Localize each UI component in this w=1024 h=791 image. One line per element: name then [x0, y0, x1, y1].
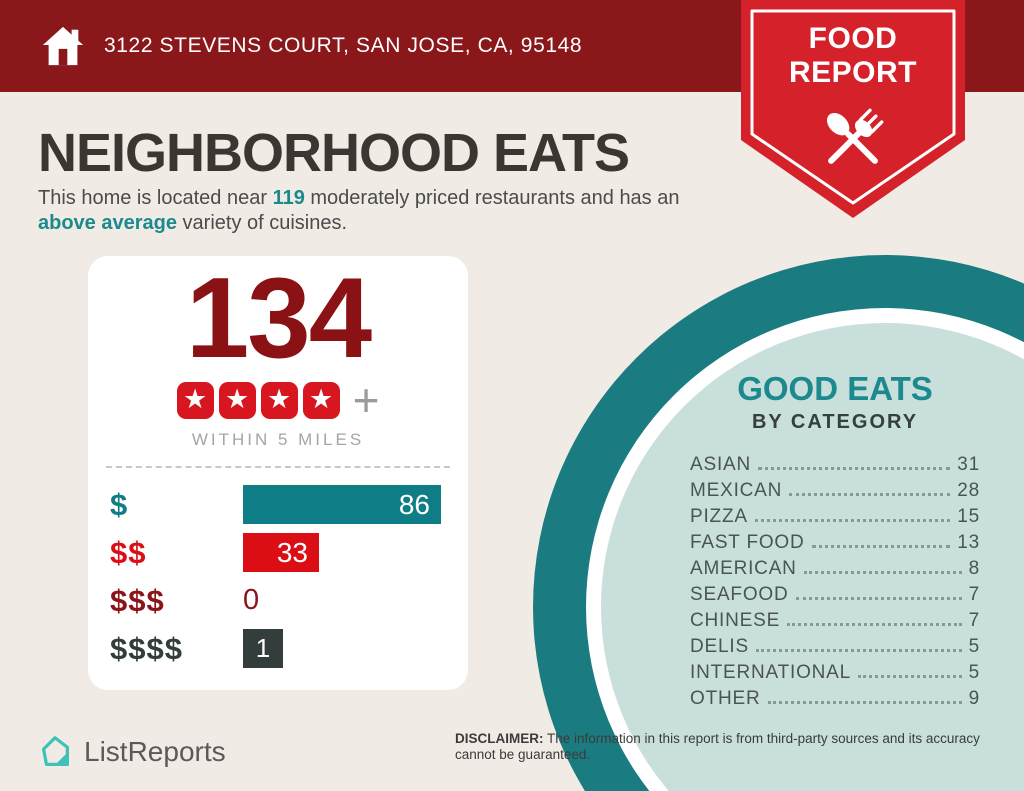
category-value: 5 — [968, 636, 980, 657]
category-row: MEXICAN 28 — [690, 480, 980, 506]
category-row: OTHER 9 — [690, 688, 980, 714]
intro-text-part3: variety of cuisines. — [176, 212, 348, 234]
category-row: SEAFOOD 7 — [690, 584, 980, 610]
ribbon-shape — [741, 0, 965, 218]
bar-value: 1 — [255, 633, 271, 663]
food-report-ribbon: FOOD REPORT — [741, 0, 965, 218]
category-name: DELIS — [690, 636, 749, 657]
dotted-leader — [755, 649, 962, 652]
category-name: OTHER — [690, 688, 761, 709]
category-row: AMERICAN 8 — [690, 558, 980, 584]
variety-highlight: above average — [38, 212, 177, 234]
total-restaurant-count: 134 — [185, 255, 372, 382]
listreports-house-icon — [41, 736, 69, 766]
category-row: PIZZA 15 — [690, 506, 980, 532]
category-row: INTERNATIONAL 5 — [690, 662, 980, 688]
bar: 1 — [243, 629, 283, 668]
good-eats-subtitle: BY CATEGORY — [751, 411, 919, 433]
dotted-leader — [795, 597, 962, 600]
ribbon-title: FOOD REPORT — [741, 22, 965, 90]
home-icon — [42, 26, 84, 66]
category-name: AMERICAN — [690, 558, 797, 579]
dashed-divider — [106, 466, 450, 468]
intro-text-part2: moderately priced restaurants and has an — [304, 187, 680, 209]
bar-value: 86 — [398, 488, 430, 520]
bar-value-zero: 0 — [243, 584, 260, 616]
disclaimer-text: The information in this report is from t… — [455, 731, 980, 762]
dotted-leader — [767, 701, 962, 704]
bar-row: $$ 33 — [110, 533, 441, 572]
dotted-leader — [811, 545, 951, 548]
intro-text: This home is located near 119 moderately… — [38, 186, 728, 236]
star-icon: ★ — [302, 382, 340, 419]
category-value: 7 — [968, 610, 980, 631]
dotted-leader — [758, 467, 951, 470]
category-name: ASIAN — [690, 454, 752, 475]
category-row: ASIAN 31 — [690, 454, 980, 480]
category-name: CHINESE — [690, 610, 781, 631]
ribbon-title-line1: FOOD — [808, 22, 898, 55]
category-value: 9 — [968, 688, 980, 709]
restaurant-stat-card: 134 ★ ★ ★ ★ + WITHIN 5 MILES $86 $$ 33 $$$ 0 $$$$… — [88, 256, 468, 690]
star-icon: ★ — [176, 382, 214, 419]
price-tier-label: $$ — [110, 534, 147, 570]
category-name: MEXICAN — [690, 480, 783, 501]
listreports-brand: ListReports — [36, 733, 226, 771]
category-list: ASIAN 31 MEXICAN 28 PIZZA 15 FAST FOOD 13 AMERIC… — [690, 454, 980, 714]
good-eats-title: GOOD EATS — [737, 370, 933, 407]
page-title: NEIGHBORHOOD EATS — [38, 123, 630, 183]
bar: 86 — [243, 485, 441, 524]
category-value: 8 — [968, 558, 980, 579]
category-name: SEAFOOD — [690, 584, 789, 605]
price-tier-label: $$$$ — [110, 630, 183, 666]
brand-name: ListReports — [84, 736, 226, 767]
category-value: 15 — [957, 506, 980, 527]
dotted-leader — [789, 493, 951, 496]
star-icon: ★ — [218, 382, 256, 419]
star-rating: ★ ★ ★ ★ + — [88, 374, 468, 426]
good-eats-panel: GOOD EATS BY CATEGORY ASIAN 31 MEXICAN 28 PI… — [690, 370, 980, 714]
category-row: CHINESE 7 — [690, 610, 980, 636]
category-value: 13 — [957, 532, 980, 553]
price-tier-label: $$$ — [110, 582, 165, 618]
category-row: DELIS 5 — [690, 636, 980, 662]
property-address: 3122 STEVENS COURT, SAN JOSE, CA, 95148 — [104, 34, 583, 57]
price-bar-chart: $86 $$ 33 $$$ 0 $$$$ 1 — [88, 468, 468, 668]
bar-row: $$$$ 1 — [110, 629, 441, 668]
bar-row: $86 — [110, 485, 441, 524]
category-value: 28 — [957, 480, 980, 501]
dotted-leader — [787, 623, 962, 626]
restaurant-count-highlight: 119 — [272, 187, 305, 209]
bar: 33 — [243, 533, 319, 572]
category-name: PIZZA — [690, 506, 748, 527]
bar-value: 33 — [276, 536, 308, 568]
crossed-spoon-fork-icon — [826, 108, 884, 164]
category-value: 5 — [968, 662, 980, 683]
dotted-leader — [803, 571, 962, 574]
plus-sign: + — [352, 374, 380, 426]
intro-text-part1: This home is located near — [38, 187, 273, 209]
category-row: FAST FOOD 13 — [690, 532, 980, 558]
bar-row: $$$ 0 — [110, 581, 441, 620]
star-icon: ★ — [260, 382, 298, 419]
ribbon-title-line2: REPORT — [788, 56, 917, 89]
category-value: 31 — [957, 454, 980, 475]
disclaimer-label: DISCLAIMER: — [455, 731, 544, 746]
category-value: 7 — [968, 584, 980, 605]
radius-label: WITHIN 5 MILES — [191, 430, 365, 449]
category-name: FAST FOOD — [690, 532, 805, 553]
disclaimer: DISCLAIMER: The information in this repo… — [455, 731, 987, 763]
category-name: INTERNATIONAL — [690, 662, 852, 683]
price-tier-label: $ — [110, 486, 129, 522]
dotted-leader — [858, 675, 962, 678]
dotted-leader — [754, 519, 951, 522]
